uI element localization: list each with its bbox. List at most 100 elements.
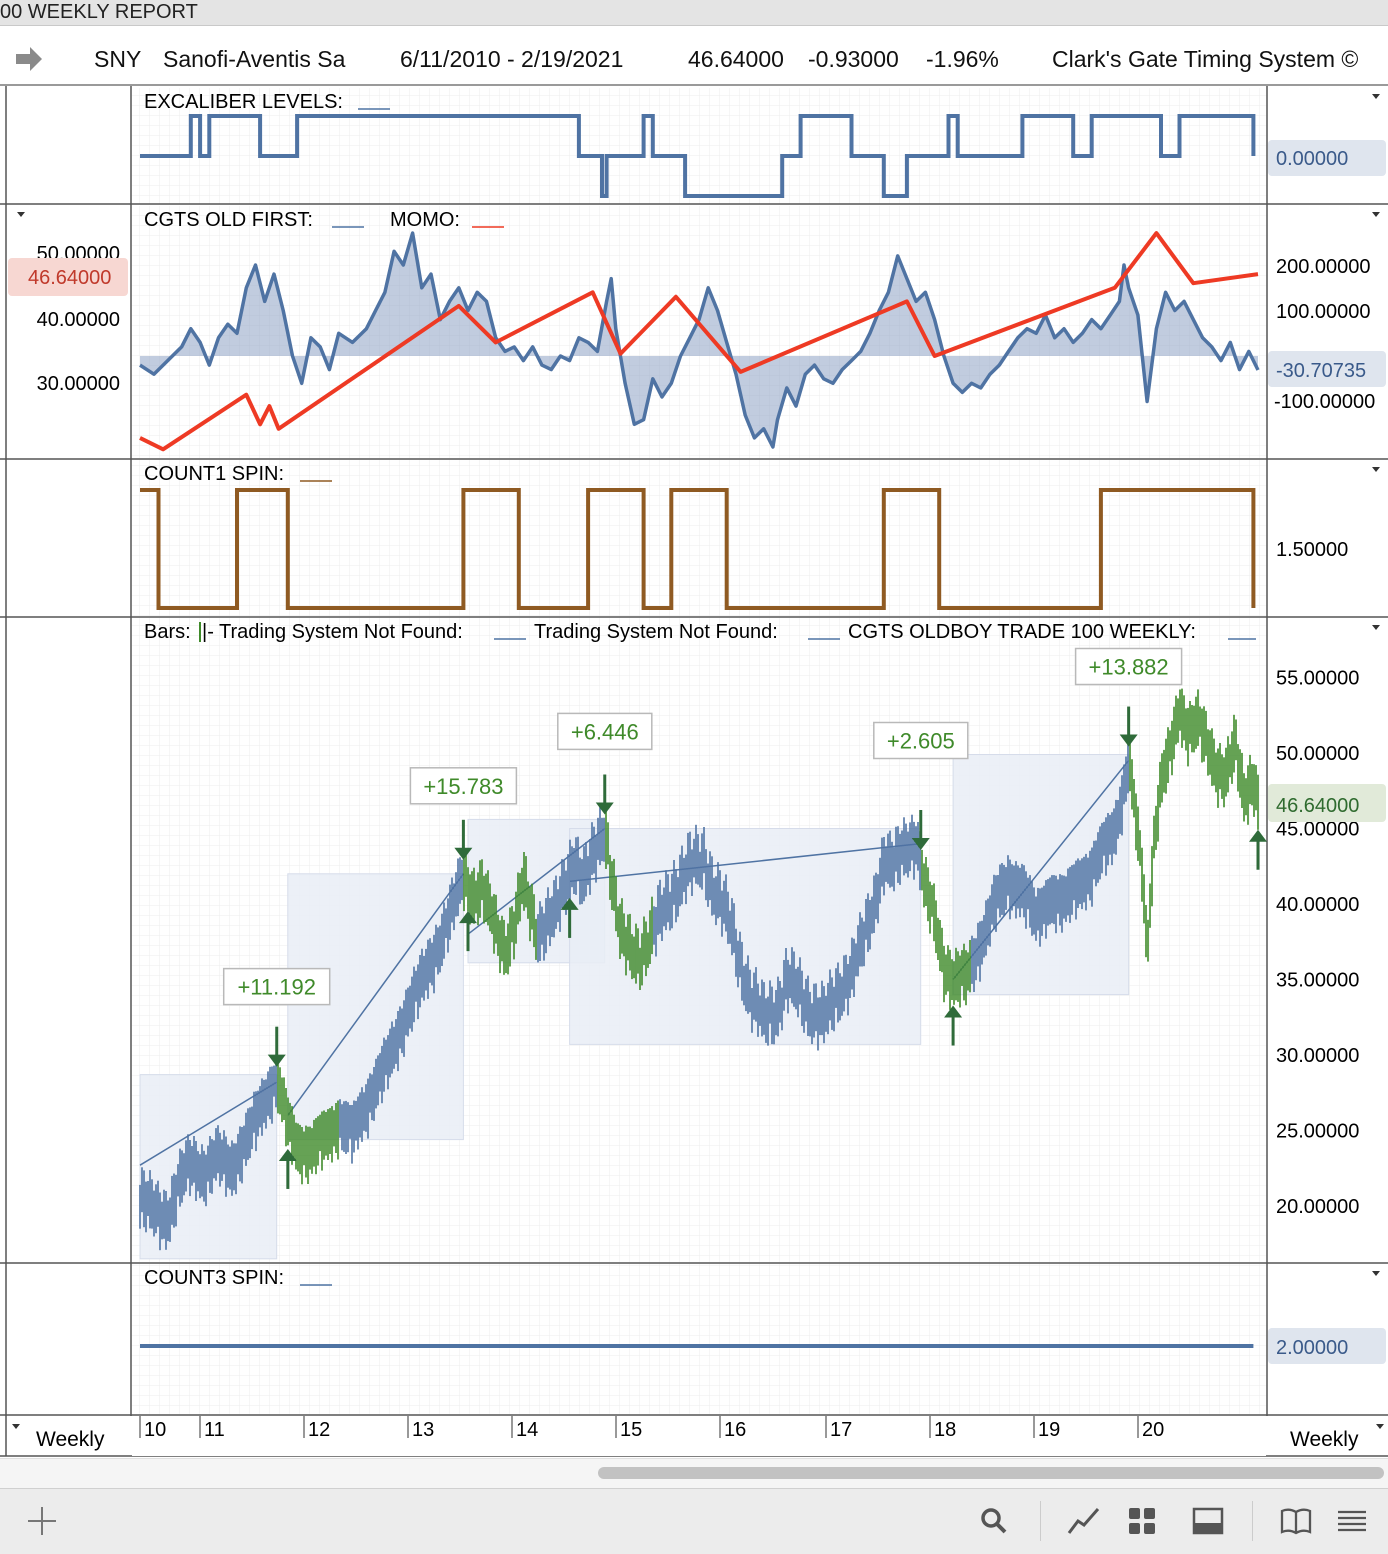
cgts-area-fill	[140, 233, 1258, 447]
buy-arrow-head	[1249, 829, 1267, 842]
trade-labels: +11.192 +15.783 +6.446 +2.605 +13.882	[222, 647, 1183, 1006]
panel-icon[interactable]	[1190, 1503, 1226, 1539]
sell-arrow-head	[595, 802, 614, 815]
last-price: 46.64000	[688, 46, 784, 72]
timeframe-left-menu-icon[interactable]	[12, 1424, 20, 1429]
cgts-area	[140, 233, 1258, 447]
book-icon[interactable]	[1278, 1503, 1314, 1539]
sell-arrow	[595, 774, 614, 815]
excaliber-plot	[132, 88, 1266, 204]
search-icon[interactable]	[976, 1503, 1012, 1539]
menu-icon[interactable]	[1334, 1503, 1370, 1539]
trade-profit-label: +6.446	[571, 719, 639, 744]
buy-arrow-head	[560, 897, 579, 910]
cgts-left-tick: 30.00000	[37, 373, 120, 395]
bars-tick-label: 30.00000	[1276, 1045, 1359, 1067]
buy-arrow	[278, 1148, 297, 1189]
count3-menu-icon[interactable]	[1372, 1271, 1380, 1276]
bars-title-seg1: |- Trading System Not Found:	[202, 621, 463, 643]
bars-title-seg2: Trading System Not Found:	[534, 621, 778, 643]
count1-value: 1.50000	[1276, 539, 1348, 561]
window-title-text: 00 WEEKLY REPORT	[0, 1, 198, 23]
window-title: 00 WEEKLY REPORT	[0, 0, 1388, 26]
chart-area[interactable]: EXCALIBER LEVELS: 0.00000 CGTS OLD FIRST…	[0, 86, 1388, 1458]
cgts-right-tick: -100.00000	[1274, 391, 1375, 413]
buy-arrow-head	[278, 1148, 297, 1161]
line-chart-icon[interactable]	[1066, 1503, 1102, 1539]
sell-arrow-head	[454, 847, 473, 860]
sell-arrow	[454, 819, 473, 860]
count3-title: COUNT3 SPIN:	[144, 1267, 284, 1289]
cgts-left-value-box	[8, 258, 128, 296]
timeframe-left[interactable]: Weekly	[36, 1428, 105, 1451]
horizontal-scrollbar[interactable]	[0, 1458, 1388, 1488]
bars-tick-label: 35.00000	[1276, 970, 1359, 992]
timeframe-right-menu-icon[interactable]	[1376, 1424, 1384, 1429]
trade-arrows	[267, 706, 1267, 1189]
count3-value: 2.00000	[1276, 1337, 1348, 1359]
count3-value-box	[1268, 1328, 1386, 1364]
bars-last-value-box	[1268, 784, 1386, 822]
count1-plot	[132, 460, 1266, 616]
sell-arrow-head	[267, 1054, 286, 1067]
x-axis-label: 17	[830, 1419, 852, 1441]
toolbar-divider	[1040, 1501, 1041, 1541]
excaliber-title: EXCALIBER LEVELS:	[144, 91, 343, 113]
bars-tick-label: 20.00000	[1276, 1196, 1359, 1218]
x-axis: 10 11 12 13 14 15 16 17 18 19 20	[132, 1416, 1266, 1456]
x-axis-label: 13	[412, 1419, 434, 1441]
trade-profit-label: +11.192	[237, 975, 316, 1000]
count3-plot	[132, 1264, 1266, 1414]
date-range: 6/11/2010 - 2/19/2021	[400, 46, 624, 72]
system-name: Clark's Gate Timing System ©	[1052, 46, 1359, 72]
cgts-right-menu-icon[interactable]	[1372, 212, 1380, 217]
trade-line	[569, 842, 921, 883]
buy-arrow	[560, 897, 579, 938]
chart-header: SNY Sanofi-Aventis Sa 6/11/2010 - 2/19/2…	[0, 32, 1388, 86]
bars-menu-icon[interactable]	[1372, 625, 1380, 630]
x-axis-label: 19	[1038, 1419, 1060, 1441]
cgts-right-tick: 200.00000	[1276, 256, 1371, 278]
cgts-right-value-box	[1268, 351, 1386, 387]
cgts-left-menu-icon[interactable]	[17, 212, 25, 217]
x-axis-label: 12	[308, 1419, 330, 1441]
scrollbar-thumb[interactable]	[598, 1467, 1384, 1479]
timeframe-right[interactable]: Weekly	[1290, 1428, 1359, 1451]
x-axis-label: 14	[516, 1419, 538, 1441]
sell-arrow-head	[1119, 734, 1138, 747]
cgts-old-first-line	[139, 231, 1260, 449]
bars-title: Bars:	[144, 621, 191, 643]
symbol: SNY	[94, 46, 142, 72]
forward-arrow-icon[interactable]	[14, 45, 44, 73]
excaliber-value: 0.00000	[1276, 148, 1348, 170]
sell-arrow	[1119, 706, 1138, 747]
bottom-toolbar	[0, 1488, 1388, 1554]
excaliber-menu-icon[interactable]	[1372, 94, 1380, 99]
sell-arrow	[267, 1026, 286, 1067]
bars-tick-label: 25.00000	[1276, 1121, 1359, 1143]
excaliber-levels-line	[140, 114, 1256, 198]
price-change: -0.93000	[808, 46, 899, 72]
trade-profit-box	[557, 712, 653, 751]
price-bars	[139, 688, 1259, 1251]
percent-change: -1.96%	[926, 46, 999, 72]
bars-last-value: 46.64000	[1276, 795, 1359, 817]
cgts-left-value: 46.64000	[28, 267, 111, 289]
bars-right-axis: 55.00000 50.00000 45.00000 40.00000 35.00000…	[1276, 668, 1359, 1219]
momo-title: MOMO:	[390, 209, 460, 231]
trade-profit-label: +13.882	[1089, 655, 1169, 680]
trade-profit-box	[409, 767, 518, 805]
trade-profit-box	[873, 721, 969, 760]
count1-menu-icon[interactable]	[1372, 467, 1380, 472]
grid-icon[interactable]	[1124, 1503, 1160, 1539]
add-icon[interactable]	[24, 1503, 60, 1539]
bars-title-seg3: CGTS OLDBOY TRADE 100 WEEKLY:	[848, 621, 1196, 643]
buy-arrow-head	[944, 1005, 963, 1018]
bars-tick-label: 50.00000	[1276, 743, 1359, 765]
buy-arrow-head	[459, 911, 478, 924]
cgts-title: CGTS OLD FIRST:	[144, 209, 313, 231]
x-axis-label: 10	[144, 1419, 166, 1441]
momo-line	[139, 231, 1259, 452]
cgts-right-value: -30.70735	[1276, 360, 1366, 382]
buy-arrow	[1249, 829, 1267, 870]
